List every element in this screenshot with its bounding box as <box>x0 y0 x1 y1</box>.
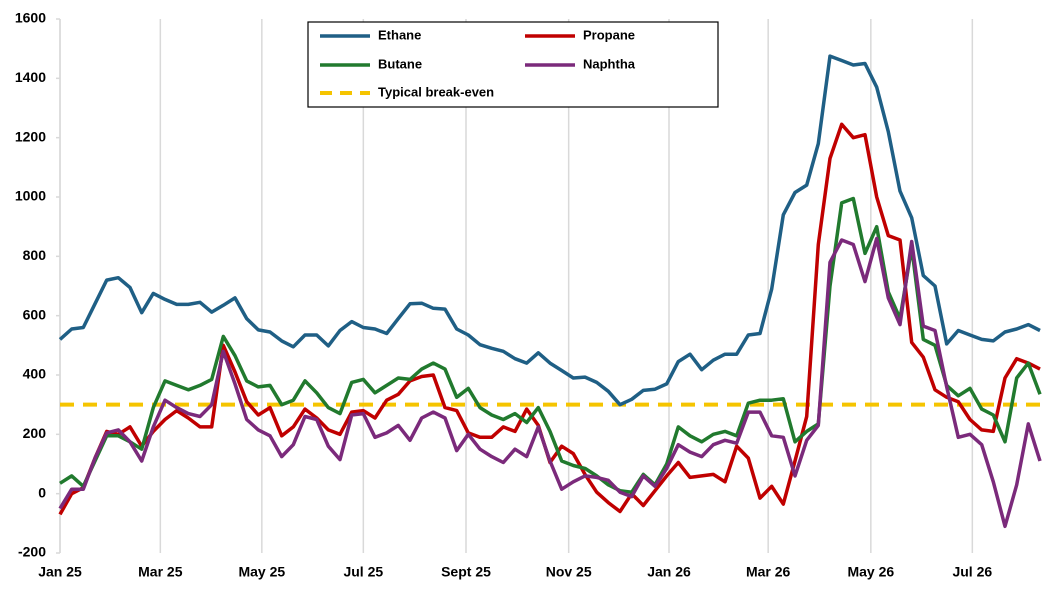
legend: Ethane Propane Butane Naphtha Typical break-… <box>307 21 719 108</box>
y-tick-label: 0 <box>38 484 46 500</box>
plot <box>58 54 1042 529</box>
y-tick-label: 200 <box>23 425 47 441</box>
x-tick-label: Jul 26 <box>952 564 992 580</box>
x-tick-label: Nov 25 <box>546 564 592 580</box>
x-tick-label: Mar 25 <box>138 564 183 580</box>
legend-label: Propane <box>583 27 635 42</box>
y-tick-label: 1600 <box>15 10 46 26</box>
x-tick-label: Sept 25 <box>441 564 491 580</box>
x-tick-label: May 26 <box>847 564 894 580</box>
series-line <box>58 236 1042 529</box>
y-tick-label: -200 <box>18 544 46 560</box>
x-tick-label: Mar 26 <box>746 564 791 580</box>
x-tick-label: May 25 <box>238 564 285 580</box>
legend-label: Naphtha <box>583 56 636 71</box>
y-tick-label: 600 <box>23 306 47 322</box>
legend-label: Ethane <box>378 27 421 42</box>
x-tick-label: Jan 26 <box>647 564 691 580</box>
series-line <box>59 196 1042 494</box>
legend-label: Butane <box>378 56 422 71</box>
legend-label: Typical break-even <box>378 84 494 99</box>
y-tick-label: 400 <box>23 366 47 382</box>
x-tick-label: Jan 25 <box>38 564 82 580</box>
x-tick-label: Jul 25 <box>343 564 383 580</box>
y-tick-label: 1400 <box>15 69 46 85</box>
y-tick-label: 1200 <box>15 128 46 144</box>
series-line <box>58 54 1041 407</box>
y-tick-label: 1000 <box>15 188 46 204</box>
legend-box <box>307 21 719 108</box>
grid: Jan 25 Mar 25 May 25 Jul 25 Sept 25 Nov 25 Jan… <box>15 10 993 580</box>
y-tick-label: 800 <box>23 247 47 263</box>
